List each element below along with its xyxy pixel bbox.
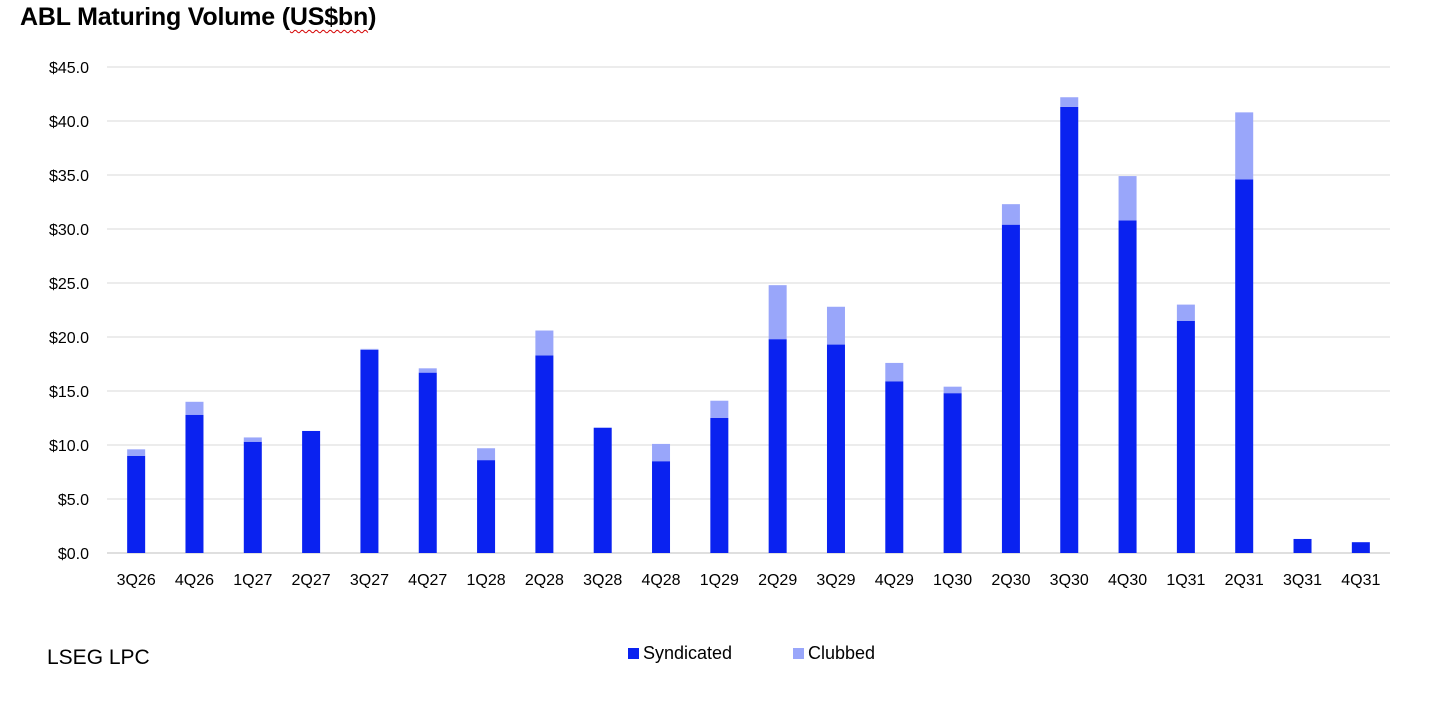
- bar-clubbed-4q27: [418, 368, 437, 373]
- x-tick-label: 4Q27: [408, 572, 447, 589]
- bar-clubbed-1q30: [943, 386, 962, 394]
- legend-swatch-syndicated: [628, 648, 639, 659]
- y-tick-label: $5.0: [58, 492, 89, 509]
- bar-syndicated-1q29: [710, 418, 729, 553]
- x-tick-label: 1Q29: [700, 572, 739, 589]
- x-tick-label: 3Q28: [583, 572, 622, 589]
- x-tick-label: 4Q30: [1108, 572, 1147, 589]
- legend-label-clubbed: Clubbed: [808, 643, 875, 663]
- bar-clubbed-3q29: [826, 306, 845, 345]
- bar-clubbed-2q31: [1235, 112, 1254, 180]
- source-label: LSEG LPC: [47, 646, 150, 669]
- y-tick-label: $10.0: [49, 438, 89, 455]
- chart-title: ABL Maturing Volume (US$bn): [20, 3, 376, 32]
- bar-syndicated-3q30: [1060, 106, 1079, 554]
- x-tick-label: 2Q29: [758, 572, 797, 589]
- x-tick-label: 1Q30: [933, 572, 972, 589]
- bar-syndicated-4q27: [418, 372, 437, 553]
- bar-syndicated-1q28: [477, 460, 496, 553]
- x-tick-label: 3Q29: [816, 572, 855, 589]
- bar-syndicated-1q31: [1176, 320, 1195, 553]
- x-tick-label: 4Q31: [1341, 572, 1380, 589]
- x-tick-label: 4Q28: [641, 572, 680, 589]
- x-tick-label: 2Q31: [1225, 572, 1264, 589]
- bar-syndicated-1q30: [943, 393, 962, 553]
- y-tick-label: $20.0: [49, 330, 89, 347]
- bar-syndicated-2q30: [1001, 224, 1020, 553]
- bar-clubbed-3q26: [127, 449, 146, 456]
- y-tick-label: $30.0: [49, 222, 89, 239]
- bar-clubbed-3q27: [360, 348, 379, 350]
- bar-clubbed-2q29: [768, 285, 787, 340]
- bar-syndicated-1q27: [243, 441, 262, 553]
- bar-syndicated-3q27: [360, 349, 379, 553]
- y-tick-label: $0.0: [58, 546, 89, 563]
- title-suffix: ): [368, 3, 377, 31]
- bar-clubbed-4q28: [652, 443, 671, 462]
- x-tick-label: 2Q27: [292, 572, 331, 589]
- x-tick-label: 4Q29: [875, 572, 914, 589]
- bar-syndicated-2q28: [535, 355, 554, 553]
- bar-syndicated-4q29: [885, 381, 904, 553]
- title-unit: US$bn: [289, 3, 369, 31]
- bar-syndicated-4q28: [652, 461, 671, 553]
- x-tick-label: 2Q30: [991, 572, 1030, 589]
- bar-syndicated-3q29: [826, 344, 845, 553]
- bar-clubbed-1q28: [477, 448, 496, 461]
- bar-syndicated-2q27: [302, 430, 321, 553]
- x-tick-label: 1Q31: [1166, 572, 1205, 589]
- bar-syndicated-3q26: [127, 455, 146, 553]
- bar-syndicated-4q30: [1118, 220, 1137, 554]
- x-tick-label: 2Q28: [525, 572, 564, 589]
- x-tick-label: 3Q31: [1283, 572, 1322, 589]
- y-tick-label: $15.0: [49, 384, 89, 401]
- bar-syndicated-2q31: [1235, 179, 1254, 553]
- legend-swatch-clubbed: [793, 648, 804, 659]
- legend-item-syndicated: Syndicated: [628, 643, 732, 663]
- y-tick-label: $35.0: [49, 168, 89, 185]
- bar-clubbed-4q30: [1118, 176, 1137, 221]
- x-tick-label: 1Q27: [233, 572, 272, 589]
- y-tick-label: $45.0: [49, 60, 89, 77]
- bar-clubbed-1q29: [710, 400, 729, 418]
- bar-clubbed-4q26: [185, 401, 204, 415]
- bar-clubbed-1q31: [1176, 304, 1195, 321]
- y-tick-label: $40.0: [49, 114, 89, 131]
- y-tick-label: $25.0: [49, 276, 89, 293]
- x-tick-label: 4Q26: [175, 572, 214, 589]
- bar-syndicated-4q26: [185, 414, 204, 553]
- bar-syndicated-3q28: [593, 427, 612, 553]
- bar-clubbed-2q28: [535, 330, 554, 356]
- bar-syndicated-2q29: [768, 339, 787, 553]
- x-tick-label: 3Q26: [117, 572, 156, 589]
- x-tick-label: 1Q28: [466, 572, 505, 589]
- x-tick-label: 3Q30: [1050, 572, 1089, 589]
- bar-syndicated-3q31: [1293, 538, 1312, 553]
- legend-label-syndicated: Syndicated: [643, 643, 732, 663]
- bar-clubbed-1q27: [243, 437, 262, 442]
- bar-syndicated-4q31: [1351, 542, 1370, 553]
- x-tick-label: 3Q27: [350, 572, 389, 589]
- bar-clubbed-3q30: [1060, 97, 1079, 107]
- legend-item-clubbed: Clubbed: [793, 643, 875, 663]
- bar-clubbed-2q30: [1001, 204, 1020, 225]
- bar-clubbed-4q29: [885, 362, 904, 382]
- title-prefix: ABL Maturing Volume (: [20, 3, 290, 31]
